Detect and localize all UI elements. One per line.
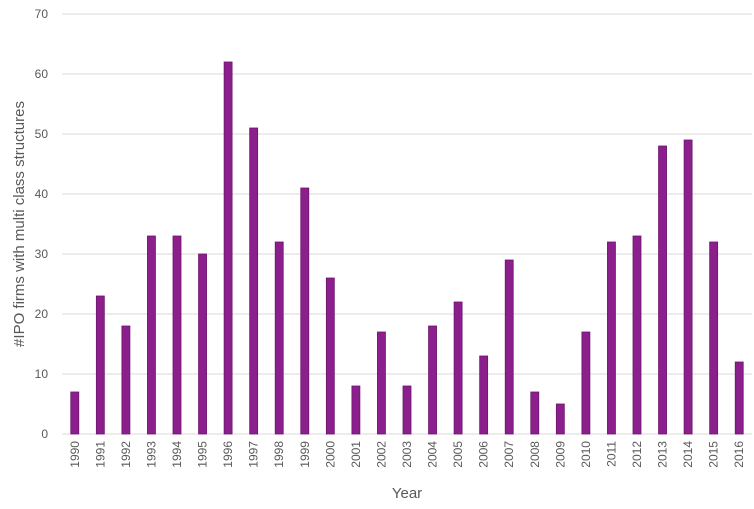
y-axis-ticks: 0 10 20 30 40 50 60 70 [35,7,49,441]
y-tick-label: 60 [35,67,49,81]
bar-1993 [147,235,156,435]
bar-2003 [402,385,412,435]
x-tick-label: 1995 [196,441,210,468]
bar-2010 [581,331,591,435]
bar-2004 [428,325,437,435]
gridlines [62,13,752,435]
bar-2000 [325,277,335,435]
bar-1991 [95,295,105,435]
y-tick-label: 10 [35,367,49,381]
x-tick-label: 2016 [732,441,746,468]
y-axis-title: #IPO firms with multi class structures [11,101,28,347]
x-tick-label: 2009 [553,441,567,468]
x-tick-label: 2007 [502,441,516,468]
x-tick-label: 1996 [221,441,235,468]
x-tick-label: 1997 [247,441,261,468]
bars [70,61,744,435]
bar-1997 [249,127,259,435]
bar-1999 [300,187,310,435]
bar-2006 [479,355,489,435]
x-tick-label: 2010 [579,441,593,468]
bar-1992 [121,325,131,435]
x-tick-label: 1998 [272,441,286,468]
x-tick-label: 2013 [656,441,670,468]
y-tick-label: 0 [41,427,48,441]
x-tick-label: 2004 [426,441,440,468]
y-tick-label: 30 [35,247,49,261]
x-tick-label: 1999 [298,441,312,468]
x-tick-label: 2014 [681,441,695,468]
x-tick-label: 2006 [477,441,491,468]
bar-2016 [734,361,744,435]
x-axis-ticks: 1990 1991 1992 1993 1994 1995 1996 1997 1998 1999… [68,441,746,468]
x-tick-label: 2011 [604,441,618,467]
x-tick-label: 2002 [374,441,388,468]
bar-2013 [658,145,667,435]
x-tick-label: 1992 [119,441,133,468]
x-tick-label: 2008 [528,441,542,468]
bar-2015 [709,241,719,435]
x-tick-label: 2005 [451,441,465,468]
bar-2005 [453,301,463,435]
y-tick-label: 20 [35,307,49,321]
bar-2012 [632,235,642,435]
x-tick-label: 2000 [323,441,337,468]
bar-1995 [198,253,207,435]
bar-2009 [555,403,565,435]
x-tick-label: 2015 [707,441,721,468]
x-tick-label: 1994 [170,441,184,468]
x-tick-label: 2001 [349,441,363,468]
bar-1990 [70,391,80,435]
bar-2002 [377,331,386,435]
bar-1994 [172,235,182,435]
y-tick-label: 70 [35,7,49,21]
x-tick-label: 1993 [144,441,158,468]
y-tick-label: 40 [35,187,49,201]
x-tick-label: 2012 [630,441,644,468]
x-tick-label: 2003 [400,441,414,468]
x-tick-label: 1990 [68,441,82,468]
bar-2001 [351,385,361,435]
bar-1998 [274,241,284,435]
bar-2011 [607,241,616,435]
bar-2014 [683,139,693,435]
y-tick-label: 50 [35,127,49,141]
bar-2008 [530,391,540,435]
x-axis-title: Year [392,485,422,502]
bar-2007 [504,259,514,435]
bar-1996 [223,61,233,435]
x-tick-label: 1991 [93,441,107,468]
